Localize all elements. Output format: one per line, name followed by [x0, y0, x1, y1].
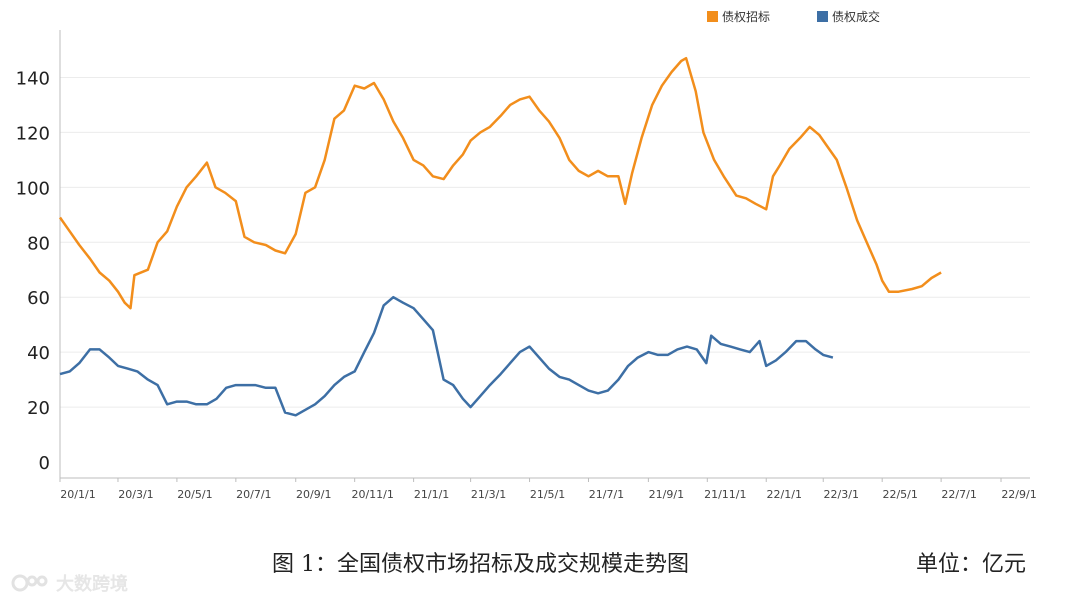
x-tick-label: 21/1/1 [414, 488, 449, 501]
x-tick-label: 20/1/1 [60, 488, 95, 501]
y-tick-label: 120 [16, 123, 50, 144]
y-tick-label: 80 [27, 233, 50, 254]
legend-swatch-2 [817, 11, 828, 22]
series-lines [58, 56, 942, 417]
x-tick-label: 21/3/1 [471, 488, 506, 501]
legend-label-2: 债权成交 [832, 9, 880, 24]
figure-caption: 图 1：全国债权市场招标及成交规模走势图 [272, 552, 689, 577]
x-tick-label: 21/11/1 [704, 488, 746, 501]
watermark-text: 大数跨境 [56, 574, 128, 595]
y-tick-label: 0 [39, 453, 50, 474]
x-tick-label: 20/3/1 [118, 488, 153, 501]
watermark: 大数跨境 [10, 570, 128, 596]
y-tick-label: 100 [16, 178, 50, 199]
x-tick-label: 20/7/1 [236, 488, 271, 501]
x-tick-label: 22/3/1 [824, 488, 859, 501]
x-tick-label: 22/5/1 [882, 488, 917, 501]
y-tick-label: 60 [27, 288, 50, 309]
x-tick-label: 22/9/1 [1001, 488, 1036, 501]
brand-logo-icon [11, 574, 48, 592]
x-tick-label: 21/9/1 [649, 488, 684, 501]
series-line-1 [58, 56, 942, 310]
series-line-2 [59, 295, 834, 417]
x-tick-label: 20/9/1 [296, 488, 331, 501]
y-tick-label: 140 [16, 68, 50, 89]
x-tick-label: 21/5/1 [530, 488, 565, 501]
x-tick-label: 22/7/1 [941, 488, 976, 501]
legend-label-1: 债权招标 [722, 10, 770, 24]
y-tick-labels: 0 20 40 60 80 100 120 140 [16, 68, 50, 474]
axes [59, 30, 1030, 482]
x-tick-label: 20/5/1 [177, 488, 212, 501]
gridlines [60, 76, 1030, 408]
y-tick-label: 20 [27, 398, 50, 419]
unit-label: 单位：亿元 [916, 552, 1027, 577]
y-tick-label: 40 [27, 343, 50, 364]
x-tick-label: 21/7/1 [589, 488, 624, 501]
x-tick-label: 22/1/1 [767, 488, 802, 501]
legend: 债权招标 债权成交 [707, 9, 880, 24]
legend-swatch-1 [707, 11, 718, 22]
x-tick-labels: 20/1/1 20/3/1 20/5/1 20/7/1 20/9/1 20/11/1 21/… [60, 488, 1036, 501]
x-tick-label: 20/11/1 [351, 488, 393, 501]
